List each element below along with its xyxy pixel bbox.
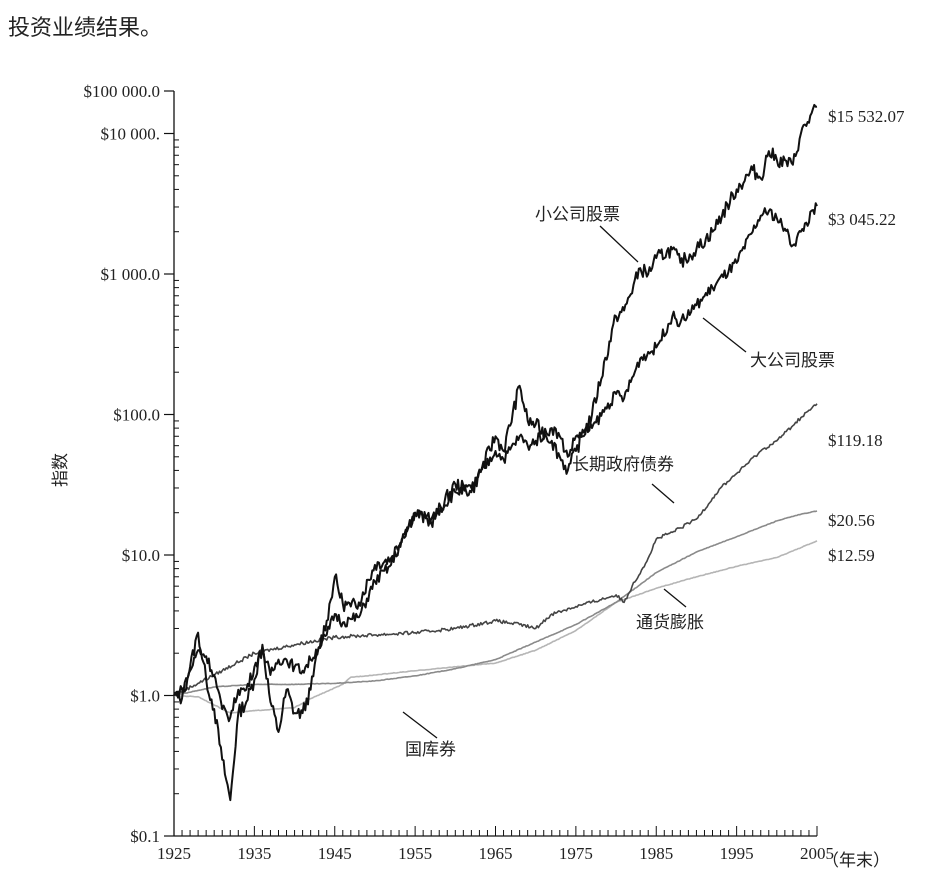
axes: 1925 1935 1945 1955 1965 1975 1985 1995 2005 $0.1…: [101, 91, 834, 863]
annotation-tbills: 国库券: [405, 740, 456, 760]
y-tick-label: $0.1: [130, 827, 160, 846]
x-tick-label: 1965: [479, 844, 513, 863]
end-label-large-stocks: $3 045.22: [828, 210, 896, 229]
x-tick-label: 1955: [398, 844, 432, 863]
series-line-large-stocks: [173, 202, 818, 723]
y-axis-label: 指数: [51, 453, 71, 487]
y-tick-label: $100.0: [113, 406, 160, 425]
x-tick-label: 1995: [720, 844, 754, 863]
x-tick-label: 1945: [318, 844, 352, 863]
x-tick-label: 2005: [800, 844, 834, 863]
series-line-small-stocks: [173, 103, 818, 802]
annotation-small-stocks: 小公司股票: [535, 205, 620, 225]
leader-large-stocks: [702, 317, 747, 353]
y-tick-label: $10.0: [122, 546, 160, 565]
leader-gov-bonds: [651, 483, 675, 504]
x-tick-label: 1925: [157, 844, 191, 863]
series-line-gov-bonds: [173, 403, 818, 697]
leader-tbills: [402, 711, 438, 739]
x-axis-unit-label: （年末）: [822, 851, 890, 871]
y-tick-label: $1.0: [130, 687, 160, 706]
x-tick-label: 1985: [639, 844, 673, 863]
y-tick-label: $1 000.0: [101, 265, 161, 284]
leader-inflation: [663, 588, 687, 608]
series-line-tbills: [173, 510, 818, 697]
end-label-small-stocks: $15 532.07: [828, 107, 905, 126]
series-group: [173, 103, 818, 802]
end-label-inflation: $12.59: [828, 546, 875, 565]
y-tick-label: $10 000.: [101, 125, 161, 144]
annotation-gov-bonds: 长期政府债券: [572, 455, 674, 475]
x-tick-label: 1935: [237, 844, 271, 863]
series-line-inflation: [173, 540, 818, 714]
annotation-large-stocks: 大公司股票: [750, 351, 835, 371]
end-label-gov-bonds: $119.18: [828, 431, 883, 450]
caption: 投资业绩结果。: [8, 16, 163, 41]
annotation-inflation: 通货膨胀: [636, 613, 704, 633]
y-top-label: $100 000.0: [84, 82, 161, 101]
end-label-tbills: $20.56: [828, 511, 875, 530]
x-tick-label: 1975: [559, 844, 593, 863]
leader-small-stocks: [599, 225, 639, 263]
